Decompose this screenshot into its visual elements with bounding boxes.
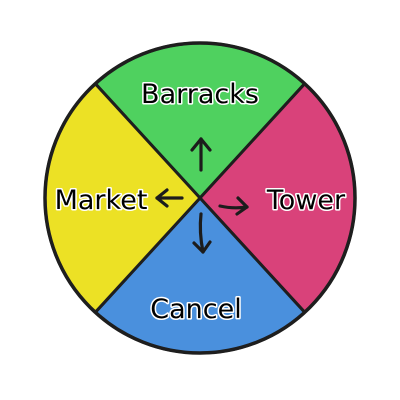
wheel-outline: [43, 41, 357, 355]
label-cancel: Cancel: [150, 294, 241, 325]
label-barracks: Barracks: [141, 79, 259, 110]
arrow-up-icon: [190, 137, 212, 172]
label-market: Market: [55, 185, 148, 216]
arrow-down-icon: [192, 212, 212, 254]
arrow-right-icon: [218, 196, 249, 216]
label-tower: Tower: [266, 185, 346, 216]
arrow-left-icon: [155, 188, 184, 208]
